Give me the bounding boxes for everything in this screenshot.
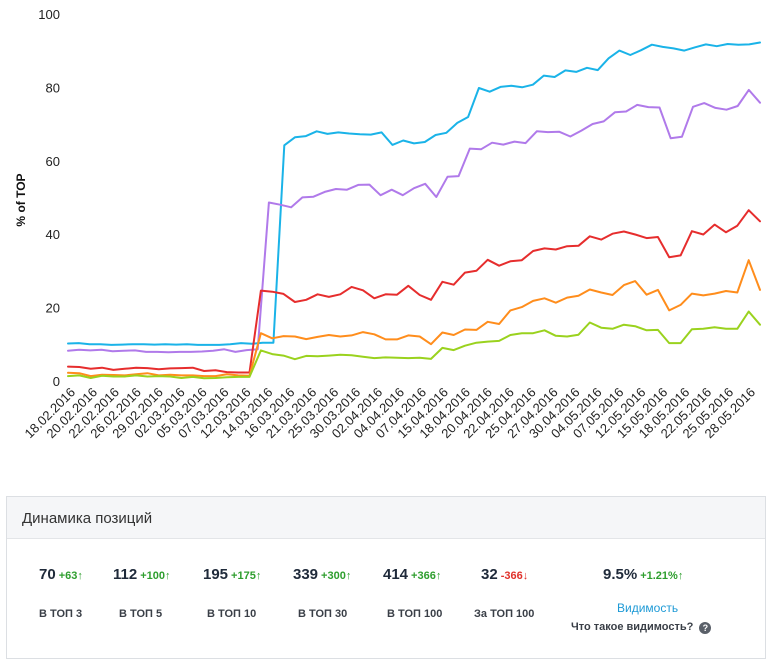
stat-visibility: 9.5% +1.21%↑: [603, 566, 683, 584]
stat-label: В ТОП 100: [387, 608, 443, 620]
stat-label: В ТОП 30: [298, 608, 348, 620]
stat-value: 70: [39, 566, 56, 583]
stat-value: 9.5%: [603, 566, 638, 583]
stat-top30: 339 +300↑ В ТОП 30: [293, 566, 352, 620]
visibility-link[interactable]: Видимость: [617, 601, 679, 615]
stat-delta: +100↑: [140, 570, 171, 582]
stat-label: За ТОП 100: [474, 608, 535, 620]
stat-value: 195: [203, 566, 229, 583]
stat-delta: +1.21%↑: [640, 570, 684, 582]
y-tick-label: 100: [38, 7, 60, 22]
stat-label: В ТОП 10: [207, 608, 257, 620]
stat-label: В ТОП 5: [119, 608, 163, 620]
stat-top3: 70 +63↑ В ТОП 3: [39, 566, 83, 620]
help-icon[interactable]: ?: [699, 622, 712, 634]
visibility-question[interactable]: Что такое видимость??: [571, 621, 712, 634]
stat-top100: 414 +366↑ В ТОП 100: [383, 566, 442, 620]
y-tick-label: 40: [46, 227, 60, 242]
series-line-2: [67, 88, 761, 354]
series-line-1: [67, 41, 761, 346]
stat-delta: -366↓: [500, 570, 529, 582]
panel-title: Динамика позиций: [7, 497, 765, 539]
series-line-3: [67, 209, 761, 374]
y-axis-label: % of TOP: [14, 173, 28, 226]
stat-delta: +63↑: [58, 570, 83, 582]
stat-delta: +366↑: [411, 570, 442, 582]
stat-delta: +300↑: [321, 570, 352, 582]
y-tick-label: 0: [53, 374, 60, 389]
positions-panel: Динамика позиций 70 +63↑ В ТОП 3 112 +100↑…: [6, 496, 766, 659]
stat-top10: 195 +175↑ В ТОП 10: [203, 566, 262, 620]
stat-label: В ТОП 3: [39, 608, 83, 620]
y-tick-label: 80: [46, 80, 60, 95]
series-line-5: [67, 310, 761, 380]
stat-value: 339: [293, 566, 319, 583]
stat-delta: +175↑: [231, 570, 262, 582]
y-tick-label: 60: [46, 154, 60, 169]
stat-top5: 112 +100↑ В ТОП 5: [113, 566, 171, 620]
series-line-4: [67, 259, 761, 378]
y-tick-label: 20: [46, 301, 60, 316]
visibility-question-text: Что такое видимость?: [571, 621, 694, 633]
stat-value: 112: [113, 566, 138, 583]
stat-out-top100: 32 -366↓ За ТОП 100: [474, 566, 534, 620]
stat-value: 414: [383, 566, 409, 583]
stat-value: 32: [481, 566, 498, 583]
